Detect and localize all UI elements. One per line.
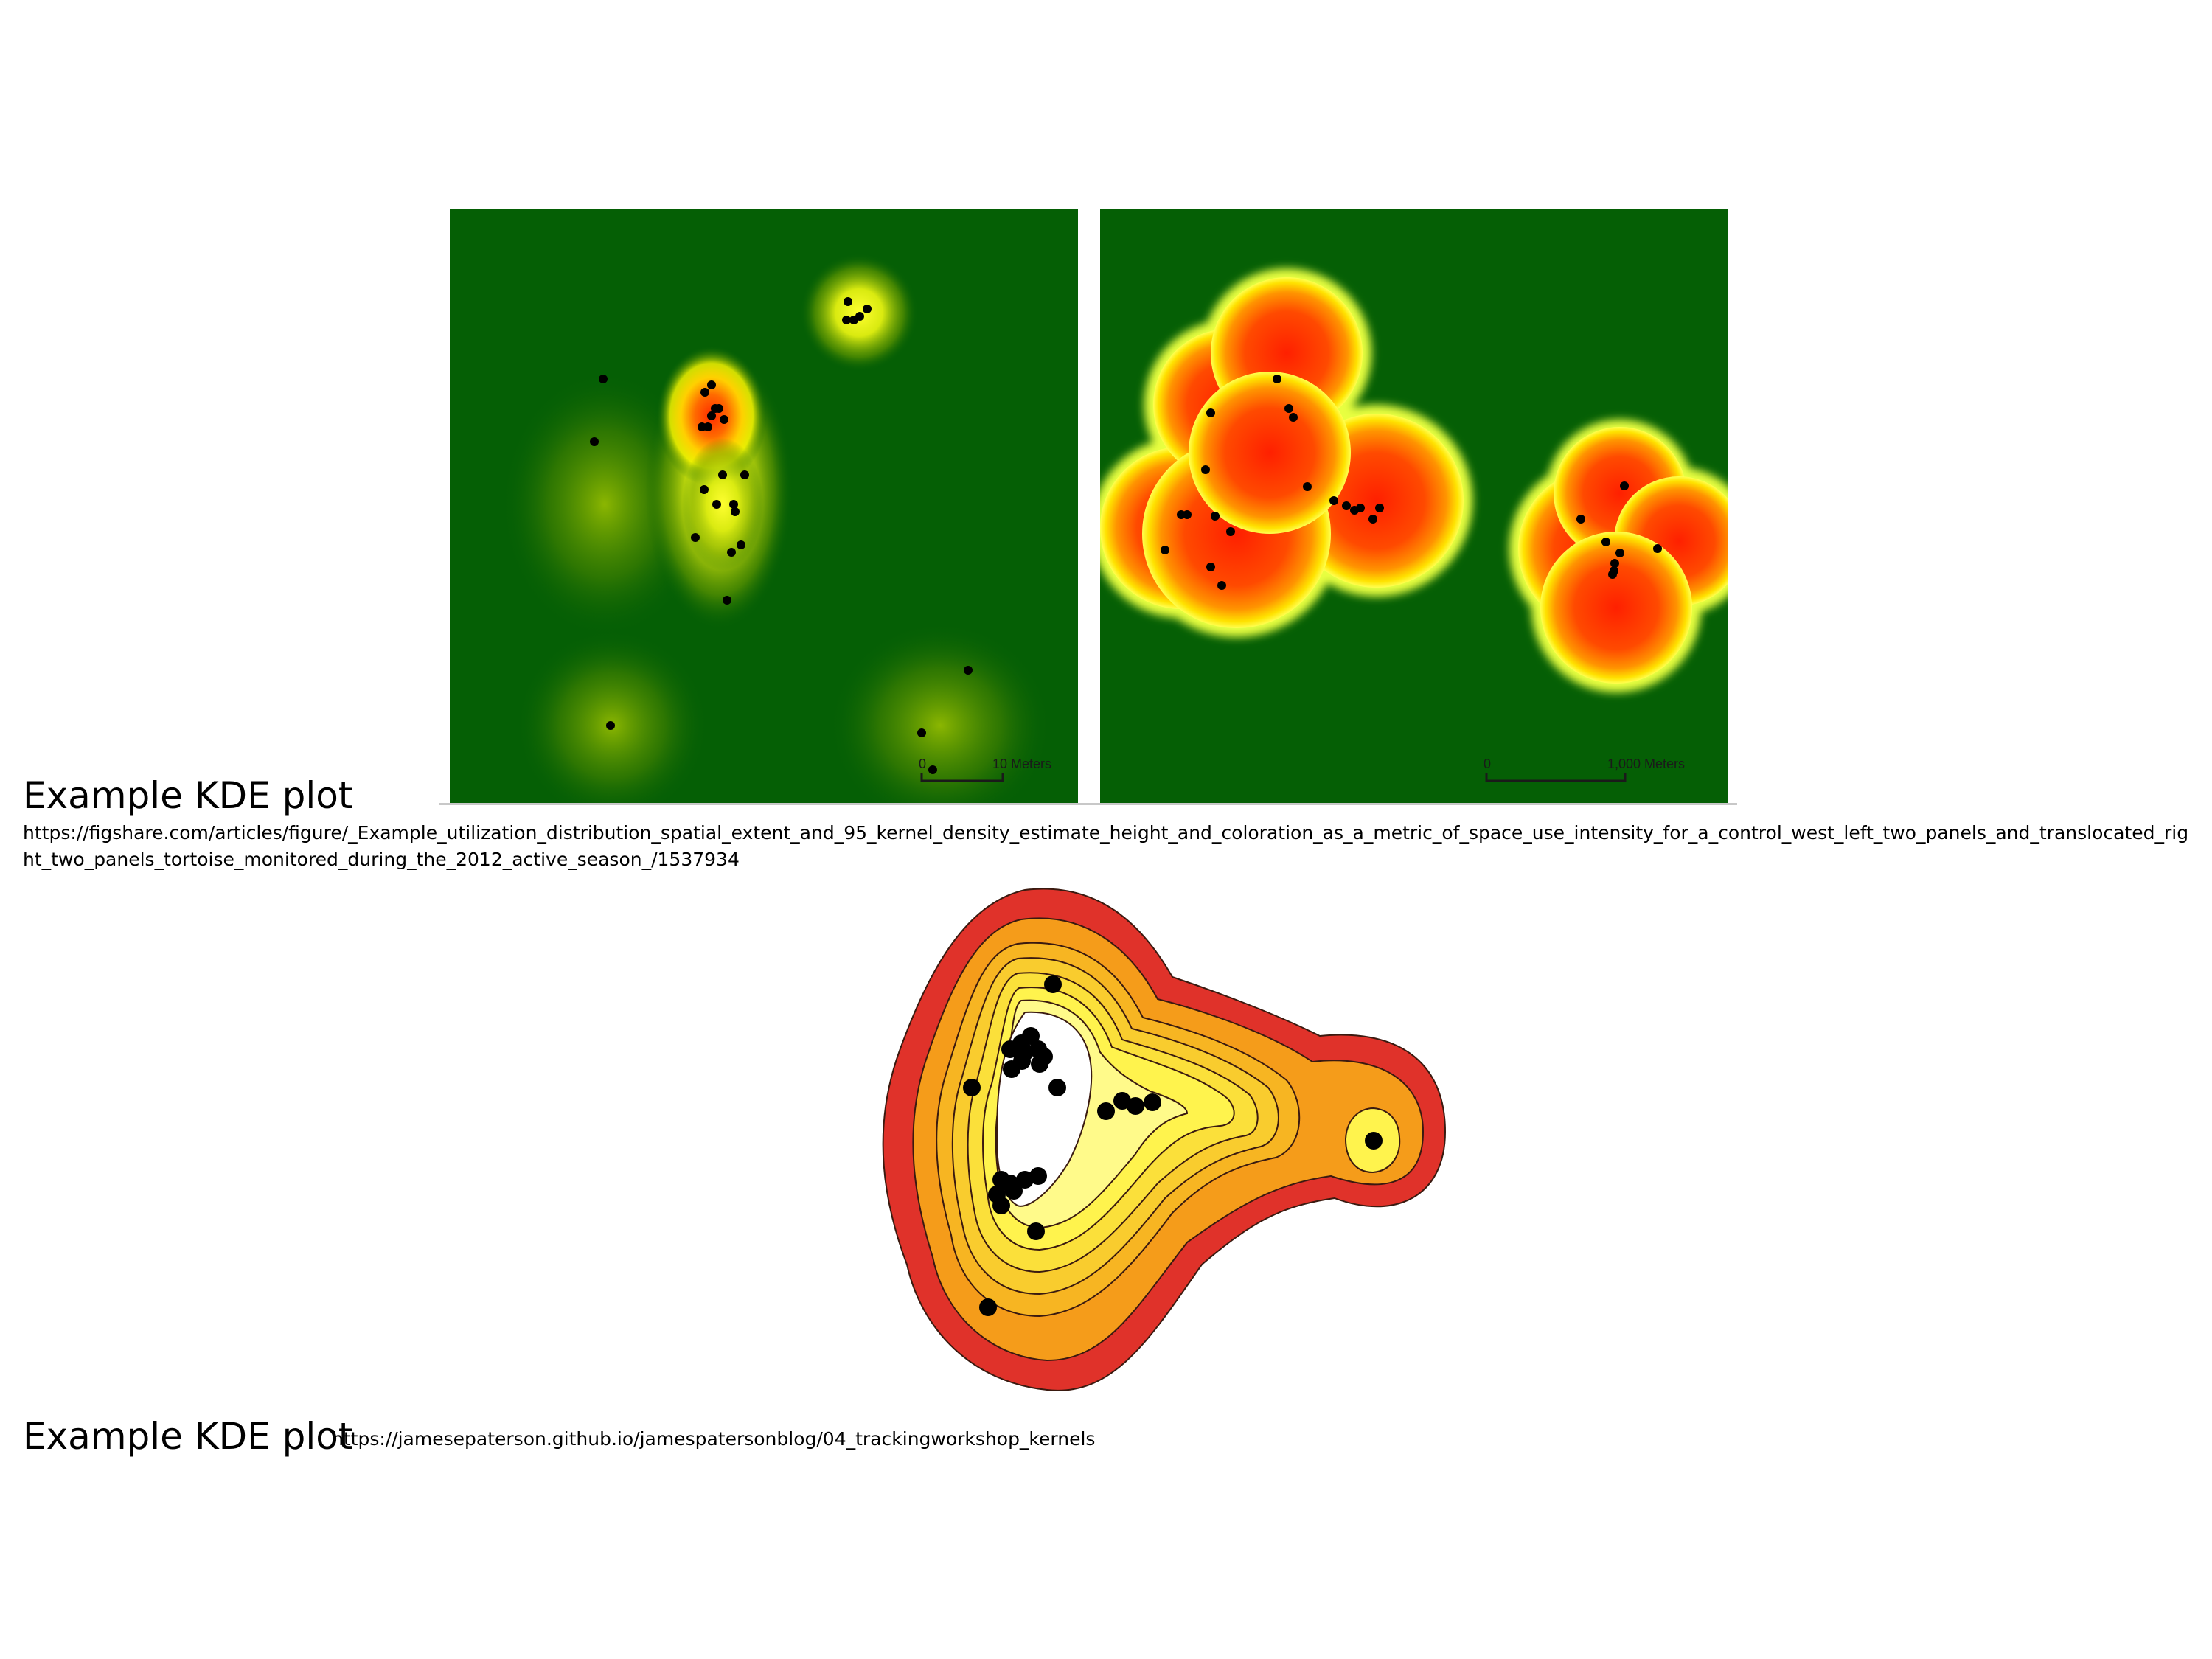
location-point [720,415,728,424]
figure2-source-url: https://jamesepaterson.github.io/jamespa… [332,1426,1095,1453]
location-point [606,721,615,730]
location-point [849,316,858,324]
location-point [1303,482,1312,491]
location-point [1031,1055,1048,1073]
location-point [700,485,709,494]
location-point [740,470,749,479]
location-point [1601,538,1610,546]
figure1-caption: Example KDE plot [23,777,352,814]
location-point [1284,404,1293,413]
location-point [992,1197,1010,1214]
scale-end-label: 1,000 Meters [1607,757,1685,771]
location-point [1375,504,1384,512]
location-point [1201,465,1210,474]
location-point [1027,1222,1045,1240]
location-point [1226,527,1235,536]
location-point [1329,496,1338,505]
location-point [1289,413,1298,422]
location-point [1044,975,1062,993]
location-point [698,422,706,431]
location-point [1003,1060,1020,1078]
figure-divider-line [439,803,1737,805]
kde-map-right-panel: 0 1,000 Meters [1100,209,1728,804]
location-point [979,1298,997,1316]
location-point [1273,375,1281,383]
location-point [1368,515,1377,524]
location-point [1048,1079,1066,1096]
location-point [691,533,700,542]
location-point [863,305,872,313]
location-point [731,507,740,516]
location-point [1217,581,1226,590]
location-point [1097,1102,1115,1120]
location-point [1620,481,1629,490]
location-point [928,765,937,774]
location-point [599,375,608,383]
location-point [1608,570,1617,579]
location-point [964,666,973,675]
location-point [1206,563,1215,571]
location-point [1206,408,1215,417]
scale-start-label: 0 [1484,757,1491,771]
location-point [723,596,731,605]
location-point [1356,504,1365,512]
location-point [1342,501,1351,510]
location-point [729,500,738,509]
location-point [590,437,599,446]
density-tail [682,438,763,571]
location-point [1144,1093,1161,1111]
kde-map-left-svg: 0 10 Meters [450,209,1078,804]
location-point [963,1079,981,1096]
location-point [1029,1167,1047,1185]
kde-contour-plot [804,881,1467,1397]
kde-contour-svg [804,881,1467,1397]
location-point [727,548,736,557]
location-point [700,388,709,397]
location-point [1127,1097,1144,1115]
location-point [1016,1043,1034,1061]
location-point [1365,1132,1382,1150]
location-point [844,297,852,306]
location-point [917,728,926,737]
figure2-caption: Example KDE plot [23,1418,352,1455]
scale-start-label: 0 [919,757,926,771]
kde-map-right-svg: 0 1,000 Meters [1100,209,1728,804]
location-point [1005,1182,1023,1200]
location-point [1576,515,1585,524]
figure1-source-url: https://figshare.com/articles/figure/_Ex… [23,820,2191,873]
location-point [707,411,716,420]
scale-end-label: 10 Meters [992,757,1051,771]
location-point [718,470,727,479]
location-point [1615,549,1624,557]
location-point [712,500,721,509]
location-point [1183,510,1192,519]
location-point [1211,512,1220,521]
location-point [707,380,716,389]
location-point [1653,544,1662,553]
location-point [737,540,745,549]
location-point [714,404,723,413]
location-point [1161,546,1169,554]
kde-map-left-panel: 0 10 Meters [450,209,1078,804]
